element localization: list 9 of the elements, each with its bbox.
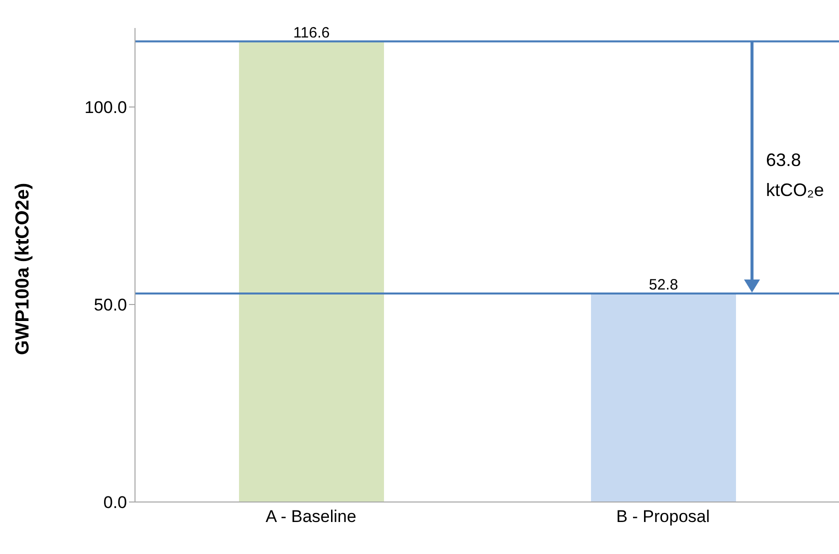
x-tick-label: B - Proposal [616, 507, 710, 526]
x-tick-label: A - Baseline [266, 507, 356, 526]
data-label: 116.6 [293, 24, 330, 42]
y-tick-label: 0.0 [103, 493, 127, 512]
y-tick-label: 100.0 [84, 98, 127, 118]
annotation: 63.8 ktCO₂e [766, 149, 825, 202]
y-axis-title: GWP100a (ktCO2e) [12, 182, 34, 355]
y-tick-label: 50.0 [94, 296, 127, 315]
data-label: 52.8 [648, 276, 678, 294]
